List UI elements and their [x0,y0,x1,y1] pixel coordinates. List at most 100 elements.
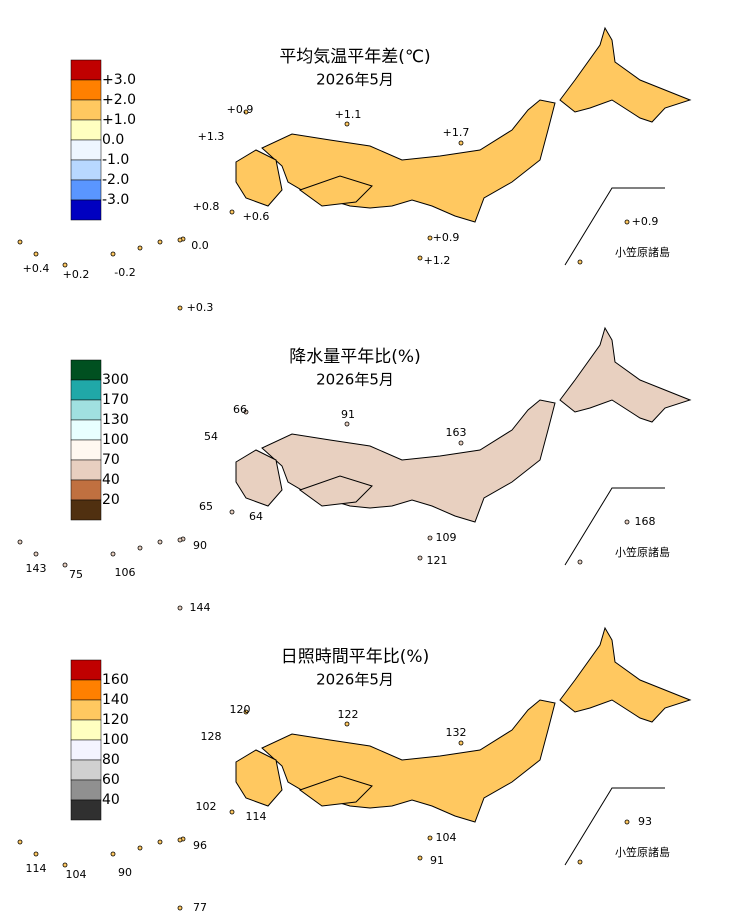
legend-swatch [70,759,102,781]
island [458,440,464,446]
island [137,245,143,251]
island-value: +0.6 [243,210,270,223]
map-title: 平均気温平年差(℃) [279,47,430,67]
inset-label: 小笠原諸島 [615,845,670,859]
inset-label: 小笠原諸島 [615,245,670,259]
inset-frame [564,487,665,566]
island [157,239,163,245]
island [157,539,163,545]
island-value: +0.9 [632,215,659,228]
land [559,626,692,723]
legend-label: 100 [102,432,129,448]
legend-swatch [70,699,102,721]
island-value: 77 [193,901,207,914]
map-date: 2026年5月 [316,671,394,689]
legend-label: +3.0 [102,72,136,88]
island-value: 91 [341,408,355,421]
island-value: 132 [446,726,467,739]
legend-swatch [70,179,102,201]
land [235,749,283,807]
island [62,262,68,268]
legend-label: 40 [102,472,120,488]
land [235,449,283,507]
inset-frame [564,187,665,266]
legend-label: 100 [102,732,129,748]
island [17,239,23,245]
island-value: +0.3 [187,301,214,314]
legend-swatch [70,439,102,461]
island [458,140,464,146]
legend-swatch [70,379,102,401]
island [417,255,423,261]
legend-swatch [70,419,102,441]
legend-swatch [70,159,102,181]
island [17,539,23,545]
island [137,545,143,551]
island-value: 114 [26,862,47,875]
island [417,855,423,861]
legend-swatch [70,139,102,161]
island [177,305,183,311]
island-value: +1.3 [198,130,225,143]
island-value: -0.2 [114,266,135,279]
island [177,837,183,843]
legend-label: 120 [102,712,129,728]
legend-label: -3.0 [102,192,129,208]
legend-label: -2.0 [102,172,129,188]
land [261,699,556,823]
island [243,409,249,415]
island [177,537,183,543]
island [577,559,583,565]
island [62,562,68,568]
legend-swatch [70,739,102,761]
map-panel: 日照時間平年比(%) 2026年5月 160 140 120 100 80 60 40 小笠原諸島… [17,626,692,914]
island [577,859,583,865]
land [235,149,283,207]
legend-label: 170 [102,392,129,408]
island-value: 121 [427,554,448,567]
island-value: 143 [26,562,47,575]
island-value: +0.9 [433,231,460,244]
island-value: +1.1 [335,108,362,121]
island [157,839,163,845]
map-title: 日照時間平年比(%) [281,647,429,667]
legend-swatch [70,679,102,701]
legend-swatch [70,79,102,101]
island [177,605,183,611]
land [559,26,692,123]
inset-frame [564,787,665,866]
island-value: 65 [199,500,213,513]
island-value: 96 [193,839,207,852]
land [298,775,373,807]
island [62,862,68,868]
island-value: 144 [190,601,211,614]
legend-swatch [70,459,102,481]
island [577,259,583,265]
island [17,839,23,845]
map-date: 2026年5月 [316,71,394,89]
island [624,819,630,825]
legend-swatch [70,399,102,421]
island [344,421,350,427]
island-value: 104 [66,868,87,881]
island-value: 102 [196,800,217,813]
legend-label: +1.0 [102,112,136,128]
island-value: 163 [446,426,467,439]
island [110,251,116,257]
legend-swatch [70,499,102,521]
land [298,475,373,507]
island [229,509,235,515]
legend-label: 40 [102,792,120,808]
island-value: 114 [246,810,267,823]
legend-swatch [70,119,102,141]
island [458,740,464,746]
island-value: 90 [118,866,132,879]
island-value: +0.9 [227,103,254,116]
legend-label: 140 [102,692,129,708]
land [298,175,373,207]
island [33,251,39,257]
legend-label: 20 [102,492,120,508]
island-value: +0.8 [193,200,220,213]
island [177,237,183,243]
